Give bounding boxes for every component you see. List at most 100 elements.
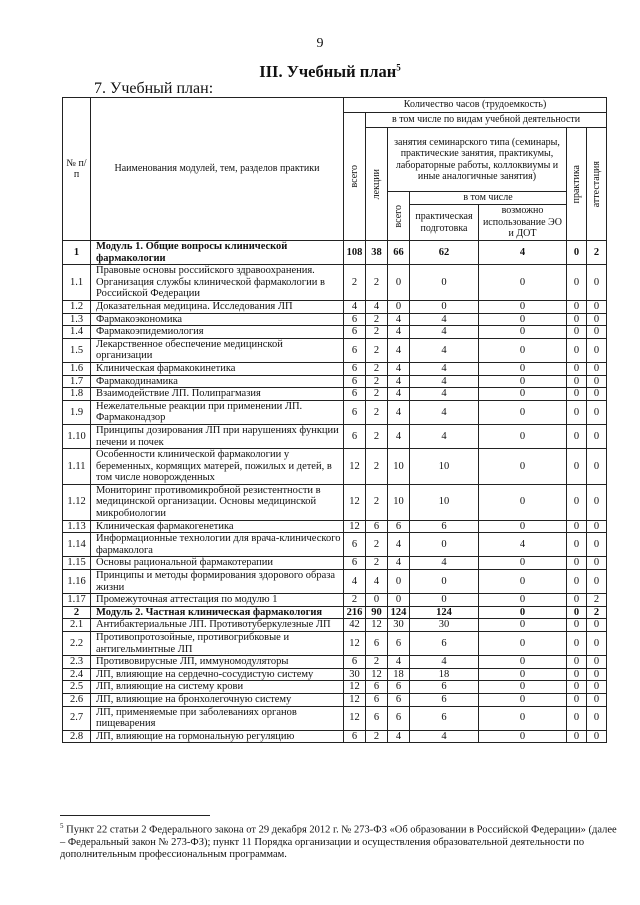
table-row: 1.11 Особенности клинической фармакологии… <box>62 448 608 485</box>
footnote-mark: 5 <box>60 822 64 830</box>
cell-lect: 6 <box>365 519 388 534</box>
cell-sem: 0 <box>387 593 410 607</box>
header-hours: Количество часов (трудоемкость) <box>342 97 608 113</box>
table-row: 2.2 Противопротозойные, противогрибковые … <box>62 630 608 657</box>
cell-prac: 4 <box>409 655 479 669</box>
cell-num: 1.10 <box>62 423 91 450</box>
cell-name: Взаимодействие ЛП. Полипрагмазия <box>90 387 344 401</box>
table-row: 2.3 Противовирусные ЛП, иммуномодуляторы 6… <box>62 655 608 669</box>
cell-prac: 10 <box>409 483 479 521</box>
cell-pr: 0 <box>566 399 587 425</box>
cell-att: 0 <box>585 423 608 450</box>
cell-lect: 12 <box>365 667 388 682</box>
cell-pr: 0 <box>566 264 587 301</box>
cell-eo: 0 <box>478 325 567 339</box>
cell-pr: 0 <box>566 448 587 485</box>
cell-name: Фармакоэпидемиология <box>90 325 344 339</box>
cell-eo: 0 <box>478 448 567 485</box>
cell-num: 1.8 <box>62 387 91 401</box>
cell-lect: 6 <box>365 630 388 657</box>
cell-sem: 6 <box>387 692 410 707</box>
header-num: № п/п <box>62 97 91 241</box>
cell-pr: 0 <box>566 299 587 314</box>
cell-sem: 4 <box>387 532 410 558</box>
cell-prac: 4 <box>409 423 479 450</box>
curriculum-table: № п/п Наименования модулей, тем, раздело… <box>62 97 608 744</box>
cell-sem: 6 <box>387 519 410 534</box>
cell-name: Нежелательные реакции при применении ЛП.… <box>90 399 344 425</box>
cell-pr: 0 <box>566 325 587 339</box>
cell-num: 1.3 <box>62 312 91 327</box>
cell-num: 2.2 <box>62 630 91 657</box>
cell-eo: 4 <box>478 532 567 558</box>
cell-pr: 0 <box>566 337 587 363</box>
cell-eo: 0 <box>478 729 567 744</box>
cell-total: 6 <box>343 532 366 558</box>
cell-pr: 0 <box>566 667 587 682</box>
cell-name: Правовые основы российского здравоохране… <box>90 264 344 301</box>
cell-num: 1 <box>62 239 91 266</box>
cell-eo: 0 <box>478 423 567 450</box>
header-lectures-text: лекции <box>370 168 382 200</box>
cell-num: 2.1 <box>62 618 91 632</box>
cell-total: 6 <box>343 729 366 744</box>
cell-att: 0 <box>585 325 608 339</box>
cell-eo: 4 <box>478 239 567 266</box>
cell-prac: 0 <box>409 569 479 595</box>
header-name: Наименования модулей, тем, разделов прак… <box>90 97 344 241</box>
cell-total: 2 <box>343 593 366 607</box>
header-attestation: аттестация <box>585 127 608 241</box>
cell-name: Принципы дозирования ЛП при нарушениях ф… <box>90 423 344 450</box>
cell-name: Антибактериальные ЛП. Противотуберкулезн… <box>90 618 344 632</box>
cell-sem: 30 <box>387 618 410 632</box>
cell-total: 30 <box>343 667 366 682</box>
cell-sem: 4 <box>387 325 410 339</box>
cell-pr: 0 <box>566 729 587 744</box>
module-row: 2 Модуль 2. Частная клиническая фармаколо… <box>62 605 608 620</box>
cell-total: 4 <box>343 299 366 314</box>
cell-lect: 2 <box>365 532 388 558</box>
header-seminar-total-text: всего <box>392 204 404 228</box>
table-row: 2.6 ЛП, влияющие на бронхолегочную систем… <box>62 692 608 707</box>
cell-att: 2 <box>585 593 608 607</box>
cell-pr: 0 <box>566 593 587 607</box>
header-seminar-total: всего <box>387 191 410 241</box>
table-row: 1.10 Принципы дозирования ЛП при нарушени… <box>62 423 608 450</box>
cell-lect: 6 <box>365 705 388 731</box>
cell-pr: 0 <box>566 361 587 376</box>
cell-eo: 0 <box>478 705 567 731</box>
table-row: 1.5 Лекарственное обеспечение медицинской… <box>62 337 608 363</box>
cell-eo: 0 <box>478 618 567 632</box>
footnote-divider <box>60 815 210 816</box>
cell-total: 42 <box>343 618 366 632</box>
cell-lect: 12 <box>365 618 388 632</box>
table-row: 1.17 Промежуточная аттестация по модулю 1… <box>62 593 608 607</box>
cell-sem: 4 <box>387 399 410 425</box>
cell-prac: 124 <box>409 605 479 620</box>
cell-name: Модуль 1. Общие вопросы клинической фарм… <box>90 239 344 266</box>
cell-total: 6 <box>343 337 366 363</box>
cell-prac: 6 <box>409 630 479 657</box>
table-row: 2.8 ЛП, влияющие на гормональную регуляци… <box>62 729 608 744</box>
cell-prac: 4 <box>409 374 479 389</box>
cell-num: 1.15 <box>62 556 91 571</box>
cell-eo: 0 <box>478 630 567 657</box>
cell-name: Фармакодинамика <box>90 374 344 389</box>
cell-prac: 0 <box>409 593 479 607</box>
cell-name: Противовирусные ЛП, иммуномодуляторы <box>90 655 344 669</box>
cell-eo: 0 <box>478 556 567 571</box>
cell-total: 6 <box>343 374 366 389</box>
table-row: 1.1 Правовые основы российского здравоохр… <box>62 264 608 301</box>
cell-lect: 2 <box>365 729 388 744</box>
header-total: всего <box>343 112 366 241</box>
cell-pr: 0 <box>566 655 587 669</box>
cell-prac: 6 <box>409 519 479 534</box>
cell-eo: 0 <box>478 569 567 595</box>
cell-name: ЛП, влияющие на сердечно-сосудистую сист… <box>90 667 344 682</box>
cell-num: 1.4 <box>62 325 91 339</box>
cell-total: 12 <box>343 705 366 731</box>
cell-sem: 6 <box>387 630 410 657</box>
cell-num: 2.5 <box>62 680 91 694</box>
cell-sem: 4 <box>387 361 410 376</box>
cell-name: Противопротозойные, противогрибковые и а… <box>90 630 344 657</box>
